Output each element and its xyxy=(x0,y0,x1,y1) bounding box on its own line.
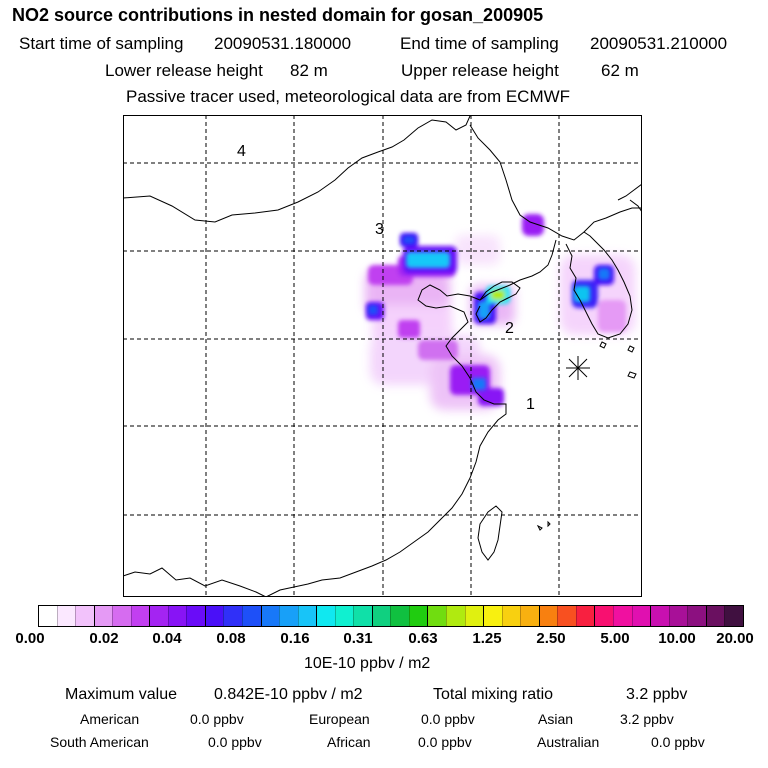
colorbar-swatch xyxy=(650,606,669,626)
colorbar-swatch xyxy=(279,606,298,626)
colorbar-units: 10E-10 ppbv / m2 xyxy=(304,655,431,672)
star-icon xyxy=(566,356,590,380)
source-label-2: 2 xyxy=(505,320,514,337)
colorbar-swatch xyxy=(316,606,335,626)
lower-release-label: Lower release height xyxy=(105,61,263,80)
colorbar-tick: 0.00 xyxy=(15,630,45,647)
region-name: European xyxy=(309,711,370,727)
colorbar-swatch xyxy=(112,606,131,626)
colorbar-swatch xyxy=(39,606,57,626)
lower-release-value: 82 m xyxy=(290,61,328,80)
region-name: American xyxy=(80,711,140,727)
coastlines xyxy=(123,115,642,597)
region-name: Asian xyxy=(538,711,574,727)
colorbar-tick: 1.25 xyxy=(472,630,502,647)
colorbar-tick: 20.00 xyxy=(716,630,754,647)
start-time-label: Start time of sampling xyxy=(19,34,184,53)
map-title: NO2 source contributions in nested domai… xyxy=(12,5,544,25)
total-mixing-label: Total mixing ratio xyxy=(433,686,554,703)
colorbar-swatch xyxy=(242,606,261,626)
colorbar-swatch xyxy=(297,606,317,626)
colorbar-swatch xyxy=(687,606,706,626)
total-mixing-value: 3.2 ppbv xyxy=(626,686,688,703)
colorbar-swatch xyxy=(520,606,539,626)
colorbar-tick: 5.00 xyxy=(600,630,630,647)
region-name: African xyxy=(327,734,371,750)
max-value: 0.842E-10 ppbv / m2 xyxy=(214,686,363,703)
source-label-3: 3 xyxy=(375,221,384,238)
end-time-label: End time of sampling xyxy=(400,34,559,53)
colorbar-tick: 0.04 xyxy=(152,630,182,647)
colorbar-swatch xyxy=(167,606,187,626)
colorbar-swatch xyxy=(575,606,595,626)
concentration-field xyxy=(365,214,635,410)
colorbar-swatch xyxy=(75,606,94,626)
max-value-label: Maximum value xyxy=(65,686,178,703)
colorbar-swatch xyxy=(390,606,409,626)
colorbar-swatch xyxy=(483,606,502,626)
colorbar-swatch xyxy=(538,606,558,626)
source-label-1: 1 xyxy=(526,396,535,413)
colorbar-swatch xyxy=(612,606,632,626)
colorbar-swatch xyxy=(186,606,205,626)
region-value: 0.0 ppbv xyxy=(418,734,472,750)
region-name: Australian xyxy=(537,734,600,750)
colorbar-tick: 0.02 xyxy=(89,630,119,647)
colorbar-swatch xyxy=(56,606,76,626)
model-note: Passive tracer used, meteorological data… xyxy=(126,87,571,106)
colorbar-swatch xyxy=(130,606,150,626)
colorbar-swatch xyxy=(223,606,243,626)
colorbar-swatch xyxy=(371,606,391,626)
colorbar-swatch xyxy=(446,606,465,626)
colorbar-swatch xyxy=(149,606,168,626)
colorbar-swatch xyxy=(204,606,224,626)
colorbar-swatch xyxy=(408,606,428,626)
region-name: South American xyxy=(50,734,149,750)
colorbar-swatch xyxy=(668,606,688,626)
graticule xyxy=(123,115,642,597)
end-time-value: 20090531.210000 xyxy=(590,34,728,53)
colorbar-tick: 2.50 xyxy=(536,630,566,647)
start-time-value: 20090531.180000 xyxy=(214,34,352,53)
colorbar-swatch xyxy=(464,606,484,626)
colorbar-tick: 0.63 xyxy=(408,630,438,647)
upper-release-label: Upper release height xyxy=(401,61,559,80)
colorbar-swatch xyxy=(724,606,743,626)
colorbar-swatch xyxy=(334,606,354,626)
colorbar-tick: 0.08 xyxy=(216,630,246,647)
colorbar-swatch xyxy=(260,606,280,626)
region-value: 3.2 ppbv xyxy=(620,711,674,727)
colorbar-tick: 0.16 xyxy=(280,630,310,647)
colorbar-swatch xyxy=(705,606,725,626)
colorbar-tick: 0.31 xyxy=(343,630,373,647)
map-frame xyxy=(123,115,642,597)
upper-release-value: 62 m xyxy=(601,61,639,80)
source-label-4: 4 xyxy=(237,143,246,160)
map-content xyxy=(123,115,642,597)
colorbar-swatch xyxy=(353,606,372,626)
region-value: 0.0 ppbv xyxy=(208,734,262,750)
colorbar-swatch xyxy=(594,606,613,626)
region-value: 0.0 ppbv xyxy=(190,711,244,727)
region-value: 0.0 ppbv xyxy=(651,734,705,750)
colorbar-tick: 10.00 xyxy=(658,630,696,647)
colorbar xyxy=(38,605,744,627)
colorbar-swatch xyxy=(93,606,113,626)
colorbar-swatch xyxy=(427,606,447,626)
colorbar-swatch xyxy=(501,606,521,626)
colorbar-swatch xyxy=(631,606,651,626)
region-value: 0.0 ppbv xyxy=(421,711,475,727)
colorbar-swatch xyxy=(557,606,576,626)
